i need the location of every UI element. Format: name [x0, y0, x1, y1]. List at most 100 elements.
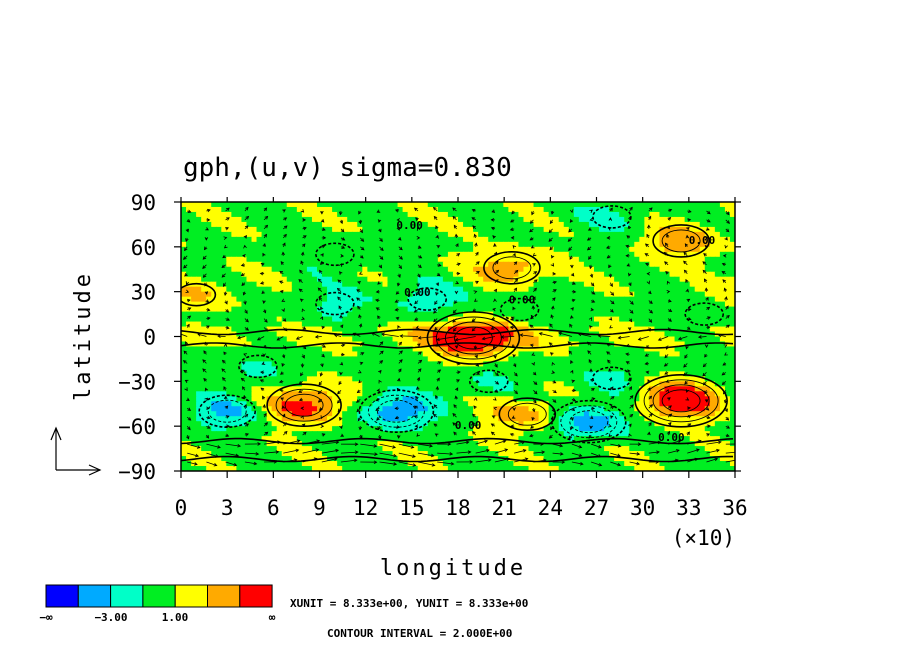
field-cell — [327, 366, 333, 372]
field-cell — [447, 401, 454, 407]
field-cell — [704, 286, 711, 293]
field-cell — [478, 286, 484, 293]
field-cell — [729, 346, 735, 353]
field-cell — [473, 202, 479, 208]
field-cell — [437, 256, 444, 263]
field-cell — [211, 216, 217, 223]
field-cell — [593, 336, 600, 343]
field-cell — [468, 226, 474, 233]
field-cell — [498, 396, 504, 402]
field-cell — [412, 221, 419, 228]
field-cell — [704, 301, 711, 308]
field-cell — [503, 391, 509, 397]
field-cell — [437, 361, 444, 367]
field-cell — [442, 251, 449, 258]
field-cell — [619, 311, 625, 318]
field-cell — [634, 371, 640, 377]
field-cell — [674, 206, 681, 213]
field-cell — [412, 371, 419, 377]
field-cell — [669, 361, 676, 367]
field-cell — [387, 211, 394, 218]
field-cell — [392, 241, 399, 248]
field-cell — [387, 336, 394, 343]
field-cell — [679, 401, 686, 407]
field-cell — [422, 211, 429, 218]
field-cell — [402, 291, 409, 298]
field-cell — [639, 341, 645, 348]
field-cell — [624, 371, 630, 377]
field-cell — [674, 346, 681, 353]
field-cell — [206, 291, 212, 298]
field-cell — [714, 251, 721, 258]
field-cell — [694, 211, 701, 218]
field-cell — [301, 256, 308, 263]
field-cell — [724, 361, 731, 367]
field-cell — [468, 301, 474, 308]
field-cell — [699, 376, 706, 382]
field-cell — [498, 311, 504, 318]
field-cell — [629, 421, 635, 427]
field-cell — [301, 406, 308, 412]
field-cell — [463, 246, 469, 253]
field-cell — [729, 211, 735, 218]
field-cell — [538, 276, 545, 283]
field-cell — [684, 406, 691, 412]
field-cell — [447, 376, 454, 382]
field-cell — [266, 346, 273, 353]
field-cell — [316, 371, 323, 377]
field-cell — [211, 351, 217, 358]
field-cell — [729, 206, 735, 213]
field-cell — [458, 306, 464, 313]
field-cell — [392, 306, 399, 313]
field-cell — [634, 376, 640, 382]
field-cell — [578, 202, 585, 208]
field-cell — [553, 246, 560, 253]
field-cell — [649, 316, 656, 323]
field-cell — [709, 371, 716, 377]
field-cell — [619, 286, 625, 293]
field-cell — [342, 316, 348, 323]
field-cell — [609, 266, 615, 273]
field-cell — [523, 406, 530, 412]
field-cell — [558, 291, 565, 298]
field-cell — [261, 336, 268, 343]
field-cell — [604, 421, 610, 427]
field-cell — [533, 336, 540, 343]
field-cell — [251, 271, 258, 278]
field-cell — [442, 221, 449, 228]
field-cell — [387, 381, 394, 387]
field-cell — [629, 221, 635, 228]
field-cell — [669, 321, 676, 328]
field-cell — [724, 421, 731, 427]
field-cell — [503, 206, 509, 213]
field-cell — [478, 376, 484, 382]
field-cell — [286, 226, 293, 233]
field-cell — [468, 286, 474, 293]
field-cell — [231, 306, 237, 313]
field-cell — [352, 211, 358, 218]
field-cell — [266, 221, 273, 228]
field-cell — [412, 211, 419, 218]
field-cell — [231, 396, 237, 402]
field-cell — [276, 256, 283, 263]
field-cell — [437, 351, 444, 358]
field-cell — [372, 241, 379, 248]
field-cell — [276, 396, 283, 402]
field-cell — [473, 276, 479, 283]
field-cell — [634, 341, 640, 348]
field-cell — [548, 206, 555, 213]
field-cell — [704, 311, 711, 318]
field-cell — [604, 286, 610, 293]
field-cell — [543, 416, 550, 422]
field-cell — [679, 411, 686, 417]
field-cell — [709, 386, 716, 392]
field-cell — [216, 321, 222, 328]
field-cell — [634, 401, 640, 407]
field-cell — [588, 381, 595, 387]
field-cell — [372, 296, 379, 303]
field-cell — [332, 376, 338, 382]
field-cell — [694, 346, 701, 353]
field-cell — [563, 211, 570, 218]
field-cell — [664, 421, 671, 427]
field-cell — [186, 396, 192, 402]
